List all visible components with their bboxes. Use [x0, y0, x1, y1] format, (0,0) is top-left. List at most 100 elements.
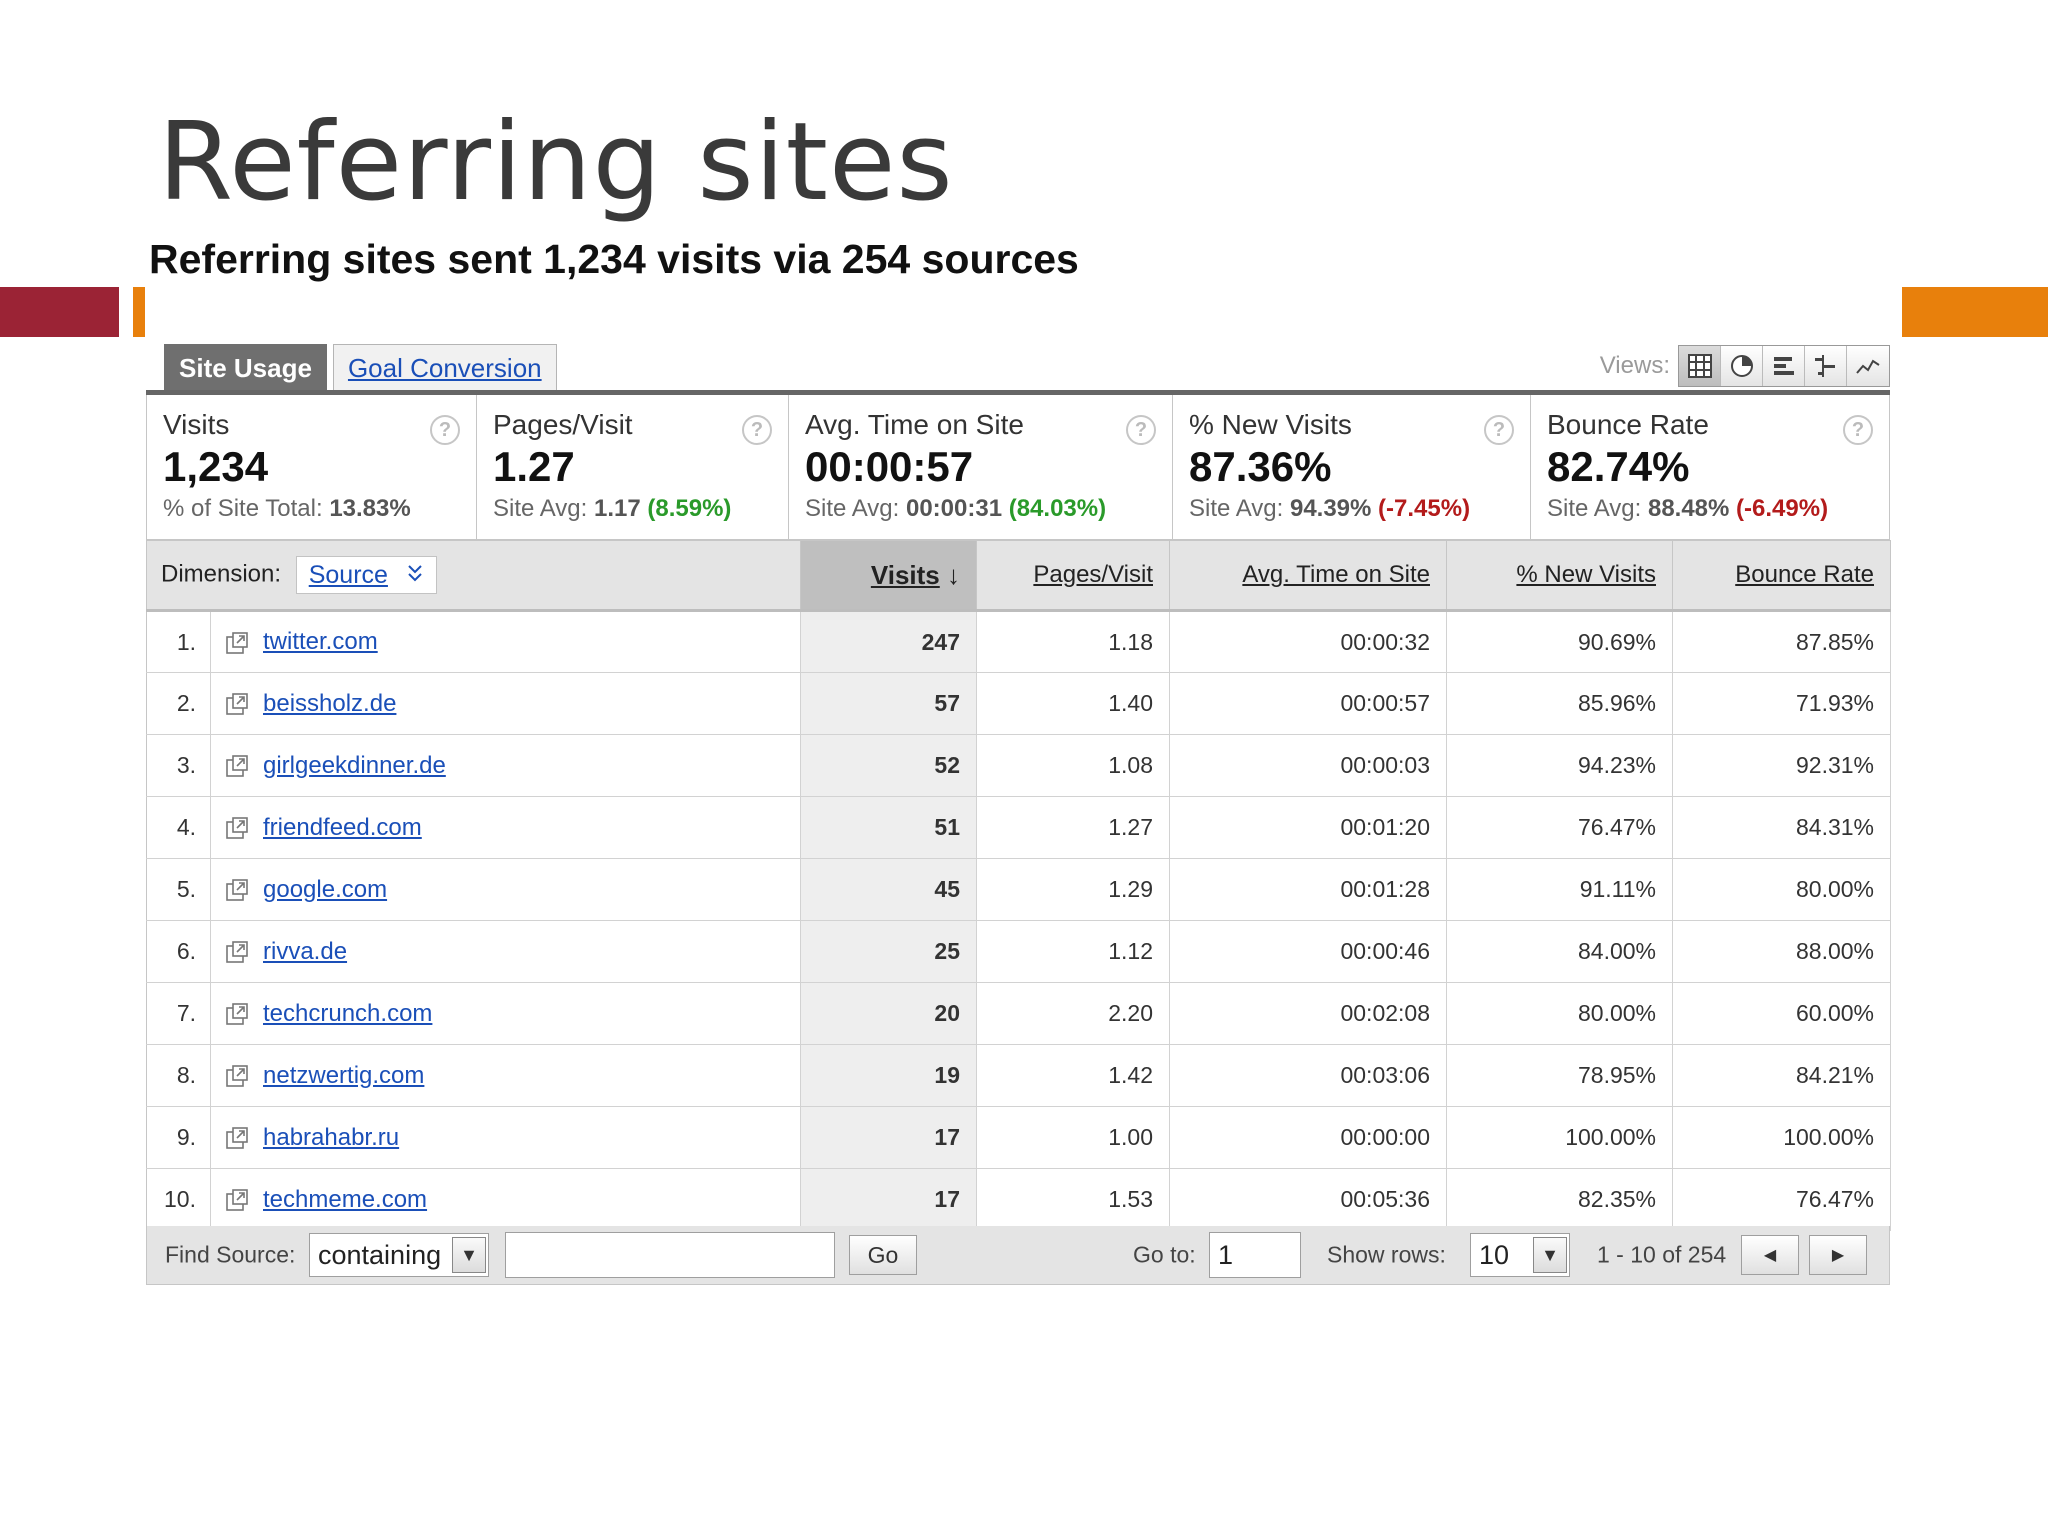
find-source-input[interactable]: [505, 1232, 835, 1278]
decor-bar-right: [1902, 287, 2048, 337]
external-link-icon[interactable]: [225, 878, 249, 902]
scorecard-label: % New Visits: [1189, 409, 1352, 440]
report-table: Dimension: Source Visits ↓ Pages/Visit A…: [146, 540, 1891, 1231]
match-mode-select[interactable]: containing ▼: [309, 1233, 489, 1277]
external-link-icon[interactable]: [225, 1064, 249, 1088]
table-body: 1. twitter.com 247 1.18 00:00:32 90.69% 87.85%…: [146, 610, 1891, 1231]
source-link[interactable]: techmeme.com: [263, 1185, 428, 1213]
row-visits: 20: [800, 982, 977, 1045]
row-visits: 52: [800, 734, 977, 797]
scorecard-value: 87.36%: [1189, 443, 1332, 490]
row-pages-visit: 1.53: [976, 1168, 1170, 1231]
help-icon[interactable]: ?: [1843, 415, 1873, 445]
scorecard-sub-value: 00:00:31: [905, 495, 1003, 522]
row-visits: 19: [800, 1044, 977, 1107]
external-link-icon[interactable]: [225, 940, 249, 964]
column-header-label: Pages/Visit: [1033, 561, 1153, 588]
row-rank: 3.: [146, 734, 211, 797]
row-source: twitter.com: [210, 610, 801, 673]
external-link-icon[interactable]: [225, 692, 249, 716]
tab-site-usage[interactable]: Site Usage: [164, 344, 327, 392]
external-link-icon[interactable]: [225, 1188, 249, 1212]
scorecard-change: (84.03%): [1008, 495, 1107, 522]
help-icon[interactable]: ?: [430, 415, 460, 445]
row-visits: 247: [800, 610, 977, 673]
row-source: beissholz.de: [210, 672, 801, 735]
source-link[interactable]: habrahabr.ru: [263, 1123, 400, 1151]
goto-label: Go to:: [1133, 1241, 1196, 1268]
tab-goal-conversion[interactable]: Goal Conversion: [332, 344, 557, 392]
scorecard-sub-prefix: % of Site Total:: [163, 495, 330, 522]
column-header-pages-visit[interactable]: Pages/Visit: [976, 540, 1170, 612]
source-link[interactable]: beissholz.de: [263, 689, 397, 717]
table-row: 8. netzwertig.com 19 1.42 00:03:06 78.95% 84.2…: [146, 1044, 1891, 1107]
scorecard-visits: Visits 1,234 % of Site Total: 13.83% ?: [147, 395, 477, 539]
column-header-new-visits[interactable]: % New Visits: [1446, 540, 1673, 612]
scorecards: Visits 1,234 % of Site Total: 13.83% ? P…: [146, 395, 1890, 540]
table-row: 6. rivva.de 25 1.12 00:00:46 84.00% 88.00%: [146, 920, 1891, 983]
views-label: Views:: [1599, 352, 1670, 379]
external-link-icon[interactable]: [225, 631, 249, 655]
help-icon[interactable]: ?: [1484, 415, 1514, 445]
goto-page-input[interactable]: 1: [1209, 1232, 1301, 1278]
row-rank: 1.: [146, 610, 211, 673]
source-link[interactable]: rivva.de: [263, 937, 348, 965]
row-rank: 5.: [146, 858, 211, 921]
row-source: techcrunch.com: [210, 982, 801, 1045]
external-link-icon[interactable]: [225, 1002, 249, 1026]
performance-view-icon[interactable]: [1763, 346, 1805, 386]
scorecard-sub: Site Avg: 88.48% (-6.49%): [1547, 495, 1889, 523]
row-avg-time: 00:00:03: [1169, 734, 1447, 797]
row-visits: 51: [800, 796, 977, 859]
help-icon[interactable]: ?: [1126, 415, 1156, 445]
source-link[interactable]: friendfeed.com: [263, 813, 422, 841]
source-link[interactable]: techcrunch.com: [263, 999, 433, 1027]
row-bounce-rate: 60.00%: [1672, 982, 1891, 1045]
row-source: techmeme.com: [210, 1168, 801, 1231]
source-link[interactable]: girlgeekdinner.de: [263, 751, 446, 779]
column-header-label: Avg. Time on Site: [1242, 561, 1430, 588]
scorecard-bounce-rate: Bounce Rate 82.74% Site Avg: 88.48% (-6.…: [1531, 395, 1889, 539]
row-pages-visit: 1.29: [976, 858, 1170, 921]
column-header-bounce-rate[interactable]: Bounce Rate: [1672, 540, 1891, 612]
show-rows-select[interactable]: 10 ▼: [1470, 1233, 1570, 1277]
source-link[interactable]: netzwertig.com: [263, 1061, 425, 1089]
table-header-row: Dimension: Source Visits ↓ Pages/Visit A…: [146, 540, 1891, 612]
scorecard-label: Visits: [163, 409, 230, 440]
scorecard-value: 1,234: [163, 443, 269, 490]
source-link[interactable]: twitter.com: [263, 628, 378, 655]
scorecard-sub-value: 94.39%: [1289, 495, 1372, 522]
dimension-value: Source: [308, 560, 388, 589]
scorecard-sub-value: 13.83%: [329, 495, 411, 522]
external-link-icon[interactable]: [225, 1126, 249, 1150]
go-button[interactable]: Go: [849, 1235, 917, 1275]
column-header-visits[interactable]: Visits ↓: [800, 540, 977, 612]
match-mode-value: containing: [318, 1239, 442, 1270]
external-link-icon[interactable]: [225, 816, 249, 840]
pie-view-icon[interactable]: [1721, 346, 1763, 386]
scorecard-sub: Site Avg: 1.17 (8.59%): [493, 495, 788, 523]
row-rank: 8.: [146, 1044, 211, 1107]
comparison-view-icon[interactable]: [1805, 346, 1847, 386]
dimension-select[interactable]: Source: [295, 556, 437, 594]
row-pages-visit: 2.20: [976, 982, 1170, 1045]
scorecard-pages-visit: Pages/Visit 1.27 Site Avg: 1.17 (8.59%) …: [477, 395, 789, 539]
row-bounce-rate: 88.00%: [1672, 920, 1891, 983]
table-row: 7. techcrunch.com 20 2.20 00:02:08 80.00% 60.0…: [146, 982, 1891, 1045]
table-footer: Find Source: containing ▼ Go Go to: 1 Sh…: [146, 1226, 1890, 1285]
row-rank: 4.: [146, 796, 211, 859]
column-header-avg-time[interactable]: Avg. Time on Site: [1169, 540, 1447, 612]
row-source: friendfeed.com: [210, 796, 801, 859]
table-view-icon[interactable]: [1679, 346, 1721, 386]
table-row: 3. girlgeekdinner.de 52 1.08 00:00:03 94.23% 9…: [146, 734, 1891, 797]
pivot-trend-view-icon[interactable]: [1847, 346, 1889, 386]
row-visits: 45: [800, 858, 977, 921]
external-link-icon[interactable]: [225, 754, 249, 778]
source-link[interactable]: google.com: [263, 875, 388, 903]
help-icon[interactable]: ?: [742, 415, 772, 445]
row-pages-visit: 1.08: [976, 734, 1170, 797]
scorecard-label: Pages/Visit: [493, 409, 633, 440]
prev-page-button[interactable]: ◀: [1741, 1235, 1799, 1275]
next-page-button[interactable]: ▶: [1809, 1235, 1867, 1275]
scorecard-value: 1.27: [493, 443, 575, 490]
